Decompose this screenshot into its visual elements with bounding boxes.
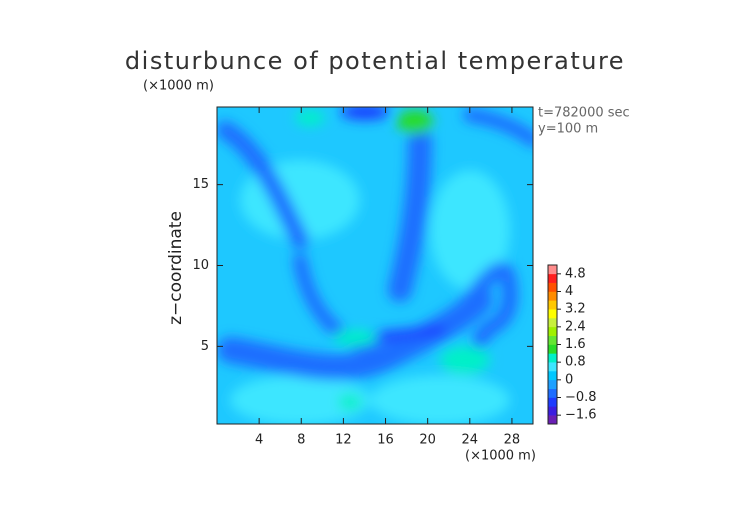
x-tick-label: 4	[255, 433, 263, 448]
y-tick-label: 5	[201, 339, 209, 354]
colorbar-segment	[548, 335, 557, 345]
x-tick-label: 12	[335, 433, 352, 448]
colorbar-tick-label: −0.8	[565, 390, 597, 405]
colorbar-tick-label: 4	[565, 284, 573, 299]
y-unit: (×1000 m)	[143, 79, 214, 94]
x-tick-label: 28	[504, 433, 521, 448]
colorbar-tick-label: 0.8	[565, 355, 586, 370]
colorbar-tick-label: 1.6	[565, 337, 586, 352]
colorbar-segment	[548, 397, 557, 407]
chart-title: disturbunce of potential temperature	[125, 47, 625, 75]
colorbar-segment	[548, 318, 557, 328]
y-axis-title: z−coordinate	[166, 211, 186, 325]
annotation: t=782000 sec	[538, 106, 630, 121]
colorbar-segment	[548, 309, 557, 319]
colorbar-segment	[548, 265, 557, 275]
colorbar-segment	[548, 291, 557, 301]
y-tick-label: 15	[192, 177, 209, 192]
colorbar-segment	[548, 379, 557, 389]
x-tick-label: 16	[377, 433, 394, 448]
colorbar-tick-label: 4.8	[565, 266, 586, 281]
contour-field	[217, 107, 533, 424]
colorbar-segment	[548, 362, 557, 372]
x-tick-label: 20	[419, 433, 436, 448]
colorbar-segment	[548, 326, 557, 336]
colorbar-segment	[548, 344, 557, 354]
x-tick-label: 24	[462, 433, 479, 448]
colorbar-tick-label: −1.6	[565, 408, 597, 423]
colorbar-segment	[548, 273, 557, 283]
colorbar-tick-label: 3.2	[565, 302, 586, 317]
y-tick-label: 10	[192, 258, 209, 273]
colorbar-tick-label: 2.4	[565, 319, 586, 334]
colorbar-segment	[548, 406, 557, 416]
colorbar-tick-label: 0	[565, 372, 573, 387]
colorbar-segment	[548, 371, 557, 381]
colorbar-segment	[548, 353, 557, 363]
x-unit: (×1000 m)	[465, 449, 536, 464]
colorbar-segment	[548, 300, 557, 310]
annotation: y=100 m	[538, 122, 598, 137]
colorbar-segment	[548, 388, 557, 398]
colorbar-segment	[548, 282, 557, 292]
colorbar-segment	[548, 415, 557, 425]
x-tick-label: 8	[297, 433, 305, 448]
